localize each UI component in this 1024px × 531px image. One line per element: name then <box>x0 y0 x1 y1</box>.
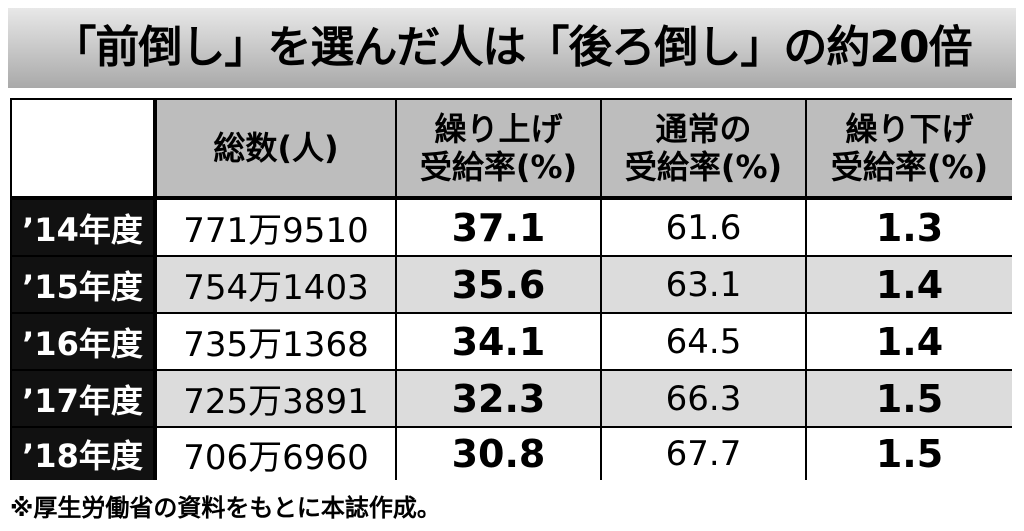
header-line: 受給率(%) <box>830 148 989 186</box>
table-cell: 61.6 <box>602 200 805 255</box>
row-label: ’18年度 <box>12 428 153 480</box>
table-cell: 1.5 <box>807 428 1012 480</box>
footnote: ※厚生労働省の資料をもとに本誌作成。 <box>10 494 441 522</box>
table-cell: 34.1 <box>397 314 600 369</box>
column-header: 総数(人) <box>157 100 395 196</box>
column-header: 通常の 受給率(%) <box>602 100 805 196</box>
table-cell: 725万3891 <box>157 371 395 426</box>
table-cell: 63.1 <box>602 257 805 312</box>
header-line: 繰り下げ <box>845 110 974 148</box>
header-line: 総数(人) <box>213 129 339 167</box>
table-cell: 1.5 <box>807 371 1012 426</box>
table-cell: 771万9510 <box>157 200 395 255</box>
title: 「前倒し」を選んだ人は「後ろ倒し」の約20倍 <box>8 8 1016 88</box>
row-label: ’17年度 <box>12 371 153 426</box>
table-cell: 1.3 <box>807 200 1012 255</box>
table-cell: 37.1 <box>397 200 600 255</box>
table-cell: 32.3 <box>397 371 600 426</box>
table-cell: 67.7 <box>602 428 805 480</box>
table-cell: 1.4 <box>807 257 1012 312</box>
table-cell: 30.8 <box>397 428 600 480</box>
header-line: 繰り上げ <box>434 110 563 148</box>
table-cell: 754万1403 <box>157 257 395 312</box>
table-cell: 706万6960 <box>157 428 395 480</box>
table-cell: 66.3 <box>602 371 805 426</box>
header-line: 受給率(%) <box>419 148 578 186</box>
table-cell: 1.4 <box>807 314 1012 369</box>
row-label: ’14年度 <box>12 200 153 255</box>
table-cell: 64.5 <box>602 314 805 369</box>
header-line: 受給率(%) <box>624 148 783 186</box>
header-line: 通常の <box>655 110 752 148</box>
corner-cell <box>12 100 153 196</box>
table-cell: 735万1368 <box>157 314 395 369</box>
row-label: ’16年度 <box>12 314 153 369</box>
table: 総数(人) 繰り上げ 受給率(%) 通常の 受給率(%) 繰り下げ 受給率(%) ’14年度 7… <box>10 98 1012 480</box>
column-header: 繰り下げ 受給率(%) <box>807 100 1012 196</box>
table-cell: 35.6 <box>397 257 600 312</box>
row-label: ’15年度 <box>12 257 153 312</box>
column-header: 繰り上げ 受給率(%) <box>397 100 600 196</box>
